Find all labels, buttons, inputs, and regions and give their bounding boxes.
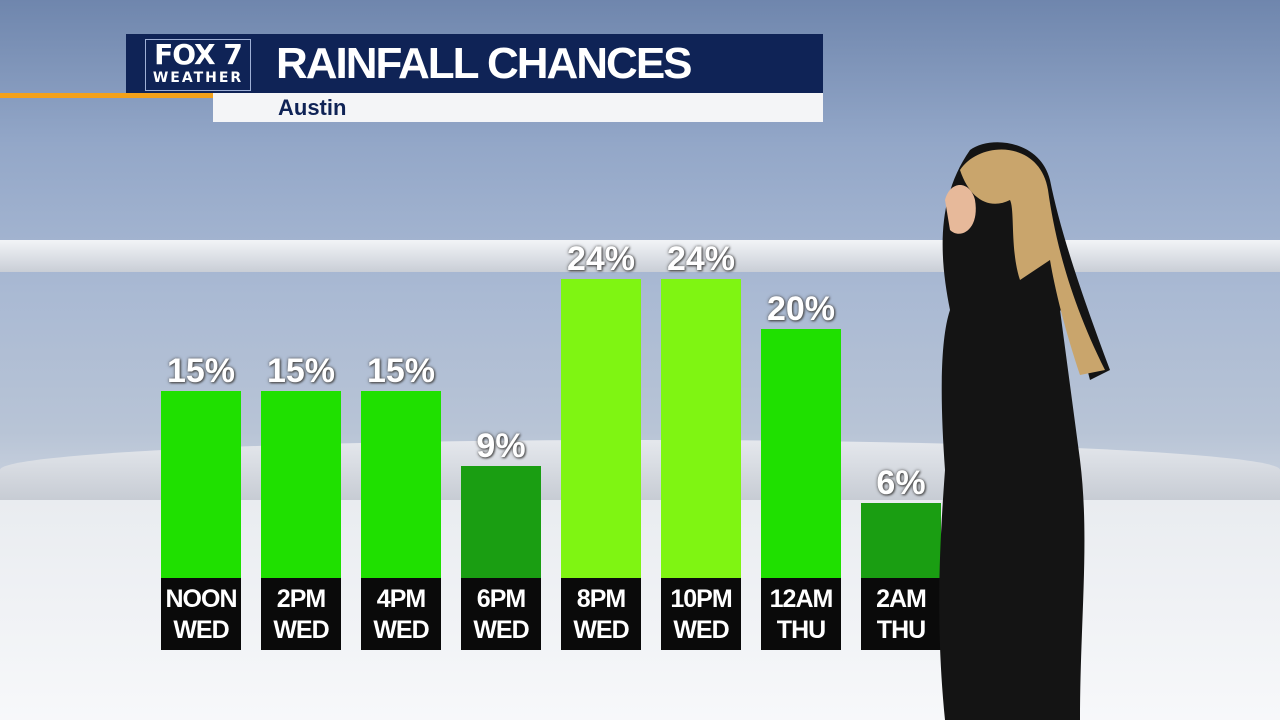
bar-0 bbox=[161, 391, 241, 578]
location-label: Austin bbox=[278, 95, 347, 120]
category-line: WED bbox=[473, 616, 529, 644]
bar-5 bbox=[661, 278, 741, 578]
category-label: 8PM WED bbox=[561, 578, 641, 650]
value-label: 6% bbox=[876, 464, 926, 503]
category-line: THU bbox=[776, 616, 826, 644]
title-banner bbox=[126, 34, 823, 93]
category-line: 8PM bbox=[576, 585, 626, 613]
bar-3 bbox=[461, 465, 541, 578]
category-label: 12AM THU bbox=[761, 578, 841, 650]
category-line: 2PM bbox=[276, 585, 326, 613]
category-line: 12AM bbox=[769, 585, 834, 613]
category-label: 2AM THU bbox=[861, 578, 941, 650]
category-line: WED bbox=[273, 616, 329, 644]
location-bar bbox=[213, 93, 823, 122]
category-label: 2PM WED bbox=[261, 578, 341, 650]
value-label: 15% bbox=[166, 352, 236, 391]
category-line: WED bbox=[173, 616, 229, 644]
category-line: 2AM bbox=[876, 585, 927, 613]
category-label: 4PM WED bbox=[361, 578, 441, 650]
value-label: 24% bbox=[566, 239, 636, 278]
category-line: WED bbox=[373, 616, 429, 644]
category-label: 10PM WED bbox=[661, 578, 741, 650]
value-label: 24% bbox=[666, 239, 736, 278]
bar-4 bbox=[561, 278, 641, 578]
value-label: 15% bbox=[366, 352, 436, 391]
bar-6 bbox=[761, 328, 841, 578]
value-label: 15% bbox=[266, 352, 336, 391]
category-line: 4PM bbox=[376, 585, 426, 613]
bar-1 bbox=[261, 391, 341, 578]
page-title: RAINFALL CHANCES bbox=[276, 39, 693, 88]
accent-line bbox=[0, 93, 213, 98]
presenter-figure bbox=[939, 142, 1110, 720]
category-line: 6PM bbox=[476, 585, 526, 613]
value-label: 9% bbox=[476, 426, 526, 465]
category-label: 6PM WED bbox=[461, 578, 541, 650]
bar-2 bbox=[361, 391, 441, 578]
category-line: THU bbox=[876, 616, 926, 644]
category-line: 10PM bbox=[670, 585, 732, 613]
category-line: WED bbox=[673, 616, 729, 644]
category-line: WED bbox=[573, 616, 629, 644]
category-line: NOON bbox=[165, 585, 238, 613]
category-label: NOON WED bbox=[161, 578, 241, 650]
value-label: 20% bbox=[766, 289, 836, 328]
fox7-weather-logo: FOX 7 WEATHER bbox=[145, 39, 251, 91]
bar-7 bbox=[861, 503, 941, 578]
